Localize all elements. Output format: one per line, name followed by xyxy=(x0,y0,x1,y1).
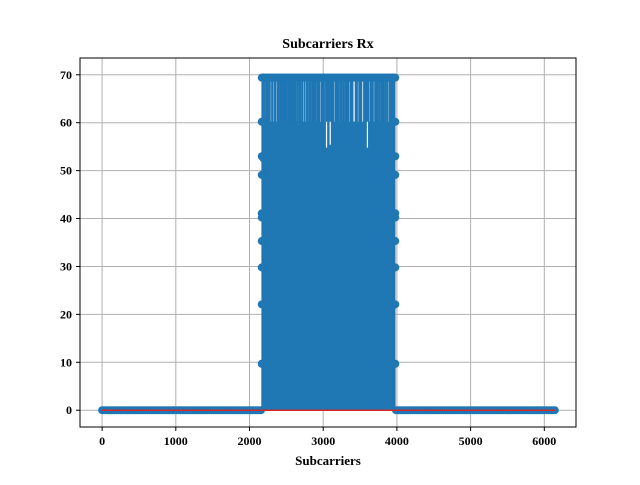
stem-marker xyxy=(257,263,266,272)
stem-marker xyxy=(391,237,400,246)
stem-marker xyxy=(257,152,266,161)
x-tick-label: 4000 xyxy=(385,434,409,448)
stem-marker xyxy=(257,73,266,82)
stem-marker xyxy=(257,117,266,126)
x-tick-label: 1000 xyxy=(164,434,188,448)
axes-frame xyxy=(79,57,577,428)
stem-series xyxy=(98,73,559,415)
x-tick-label: 2000 xyxy=(238,434,262,448)
tick-marks: 0 1000 2000 3000 4000 5000 6000 0 10 20 30 40 50 60 70 xyxy=(60,68,556,448)
stem-marker xyxy=(391,152,400,161)
y-tick-label: 20 xyxy=(60,307,72,321)
y-tick-label: 70 xyxy=(60,68,72,82)
stem-marker xyxy=(391,209,400,218)
stem-marker xyxy=(391,73,400,82)
x-tick-label: 5000 xyxy=(459,434,483,448)
x-axis-label: Subcarriers xyxy=(295,453,361,468)
stem-marker xyxy=(391,263,400,272)
x-tick-label: 0 xyxy=(99,434,105,448)
y-tick-label: 50 xyxy=(60,164,72,178)
x-tick-label: 3000 xyxy=(311,434,335,448)
stem-marker xyxy=(257,209,266,218)
y-tick-label: 10 xyxy=(60,355,72,369)
stem-marker xyxy=(257,170,266,179)
y-tick-label: 30 xyxy=(60,259,72,273)
plot-frame xyxy=(79,57,577,428)
x-tick-label: 6000 xyxy=(532,434,556,448)
y-tick-label: 60 xyxy=(60,116,72,130)
chart-title: Subcarriers Rx xyxy=(282,37,373,52)
stem-marker xyxy=(391,170,400,179)
y-tick-label: 0 xyxy=(66,403,72,417)
stem-band-core xyxy=(264,121,393,411)
stem-marker xyxy=(391,300,400,309)
stem-marker xyxy=(257,300,266,309)
stem-marker xyxy=(257,237,266,246)
y-tick-label: 40 xyxy=(60,212,72,226)
stem-marker xyxy=(257,359,266,368)
stem-marker xyxy=(391,117,400,126)
stem-marker xyxy=(391,359,400,368)
